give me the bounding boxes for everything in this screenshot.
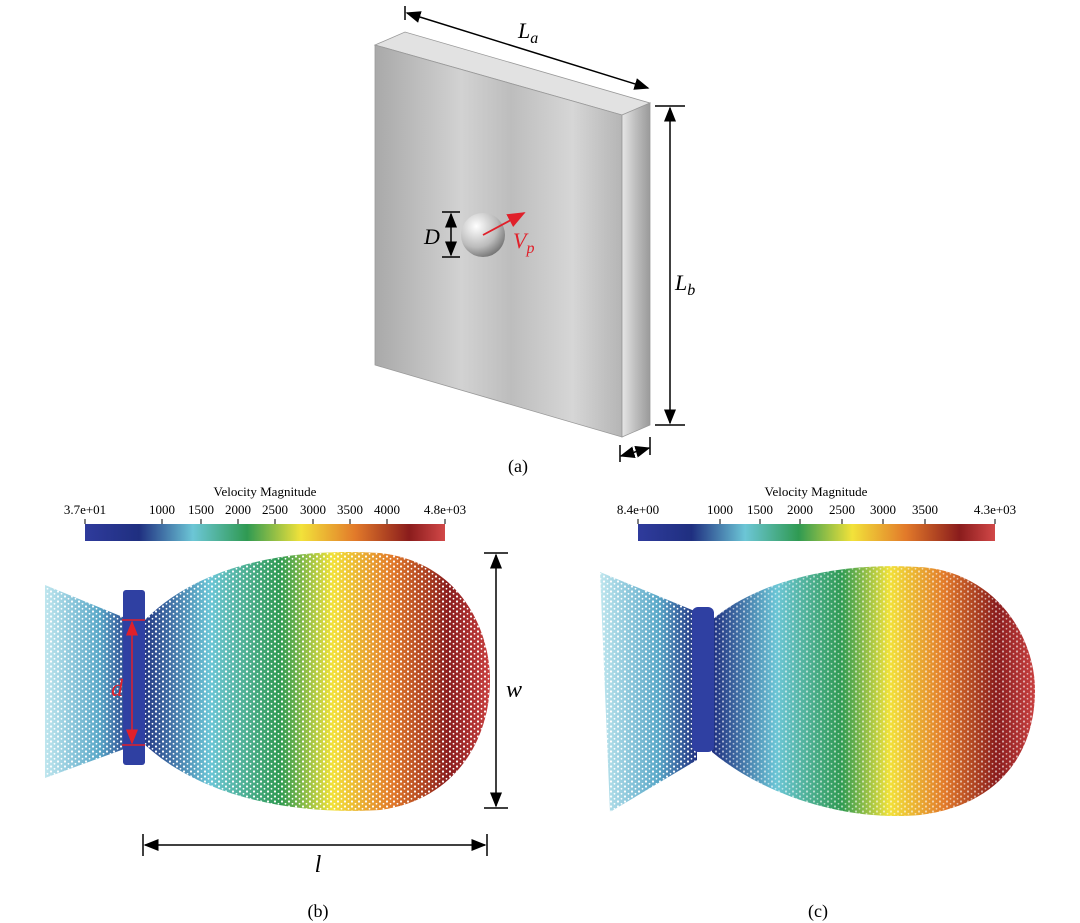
velocity-arrow — [482, 212, 526, 236]
colorbar-tick-label: 3500 — [912, 502, 938, 517]
dimension-lines — [404, 6, 685, 462]
label-lb: Lb — [674, 270, 695, 299]
caption-a: (a) — [508, 456, 528, 477]
colorbar-ticks: 8.4e+00 1000 1500 2000 2500 3000 3500 4.3e+03 — [617, 502, 1016, 524]
colorbar-tick-label: 4.3e+03 — [974, 502, 1016, 517]
colorbar-tick-label: 3.7e+01 — [64, 502, 106, 517]
colorbar-tick-label: 1000 — [149, 502, 175, 517]
label-l: l — [315, 852, 322, 878]
colorbar-title: Velocity Magnitude — [214, 484, 317, 499]
debris-cloud — [600, 566, 1035, 817]
caption-c: (c) — [808, 901, 828, 922]
colorbar-tick-label: 2000 — [225, 502, 251, 517]
dimension-lines-b — [142, 552, 508, 856]
plate — [373, 31, 652, 438]
colorbar-tick-label: 4.8e+03 — [424, 502, 466, 517]
colorbar — [638, 524, 995, 541]
colorbar-tick-label: 3500 — [337, 502, 363, 517]
caption-b: (b) — [308, 901, 329, 922]
colorbar-tick-label: 3000 — [870, 502, 896, 517]
colorbar-tick-label: 4000 — [374, 502, 400, 517]
diameter-d — [122, 619, 145, 746]
label-vp: Vp — [513, 228, 534, 257]
colorbar-tick-label: 1000 — [707, 502, 733, 517]
colorbar-tick-label: 1500 — [747, 502, 773, 517]
label-w: w — [506, 677, 522, 703]
label-d-small: d — [111, 676, 124, 702]
colorbar-tick-label: 2500 — [262, 502, 288, 517]
colorbar-tick-label: 2000 — [787, 502, 813, 517]
colorbar-tick-label: 1500 — [188, 502, 214, 517]
label-d: D — [423, 224, 440, 249]
colorbar-tick-label: 3000 — [300, 502, 326, 517]
colorbar-tick-label: 2500 — [829, 502, 855, 517]
colorbar-tick-label: 8.4e+00 — [617, 502, 659, 517]
label-la: La — [517, 18, 538, 47]
colorbar-ticks: 3.7e+01 1000 1500 2000 2500 3000 3500 4000 4.8e+… — [64, 502, 466, 524]
colorbar-title: Velocity Magnitude — [765, 484, 868, 499]
colorbar — [85, 524, 445, 541]
